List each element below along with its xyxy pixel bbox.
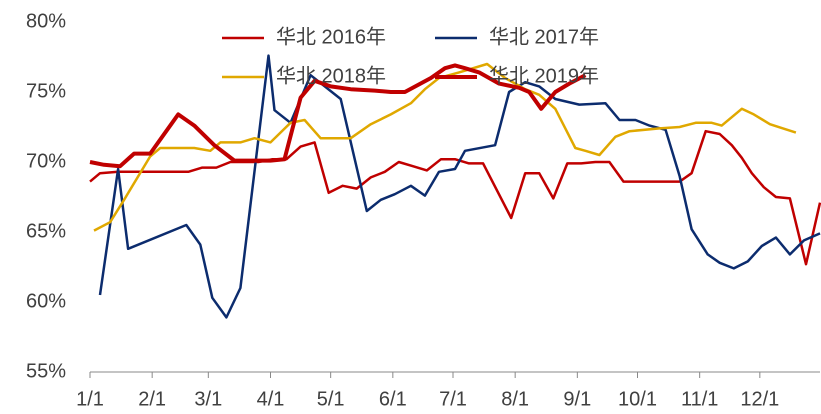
x-tick-label: 1/1 — [76, 388, 104, 410]
x-tick-label: 6/1 — [379, 388, 407, 410]
legend-label: 华北 2019年 — [489, 64, 599, 87]
y-tick-label: 60% — [26, 290, 66, 312]
y-tick-label: 80% — [26, 10, 66, 32]
legend-label: 华北 2016年 — [276, 25, 386, 48]
x-tick-label: 3/1 — [194, 388, 222, 410]
y-tick-label: 55% — [26, 360, 66, 382]
legend-label: 华北 2018年 — [276, 64, 386, 87]
series-line — [89, 63, 587, 169]
y-tick-label: 70% — [26, 150, 66, 172]
series-line — [98, 54, 821, 319]
legend-label: 华北 2017年 — [489, 25, 599, 48]
y-tick-label: 75% — [26, 80, 66, 102]
x-tick-label: 8/1 — [501, 388, 529, 410]
x-tick-label: 10/1 — [618, 388, 657, 410]
series-line — [93, 62, 797, 232]
x-tick-label: 2/1 — [138, 388, 166, 410]
x-tick-label: 5/1 — [317, 388, 345, 410]
x-tick-label: 12/1 — [740, 388, 779, 410]
x-tick-label: 7/1 — [439, 388, 467, 410]
y-tick-label: 65% — [26, 220, 66, 242]
x-tick-label: 11/1 — [681, 388, 718, 410]
x-tick-label: 4/1 — [257, 388, 285, 410]
x-tick-label: 9/1 — [563, 388, 591, 410]
